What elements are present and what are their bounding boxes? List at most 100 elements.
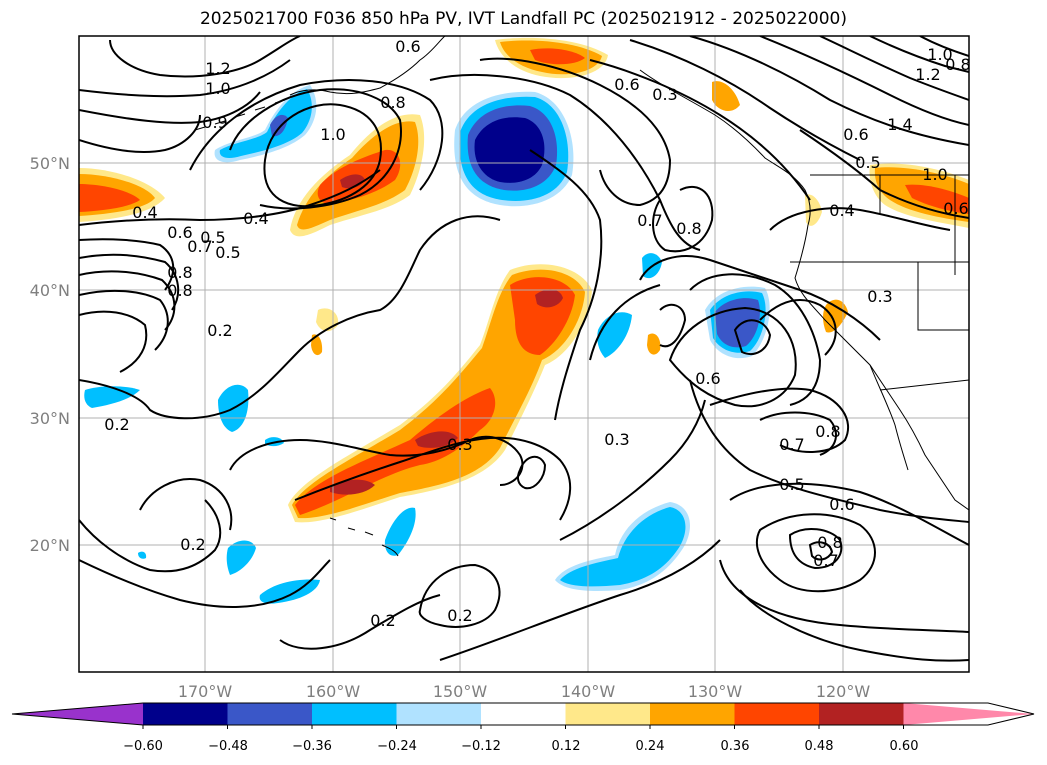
colorbar-segment: [481, 703, 567, 725]
contour-45: [689, 379, 969, 523]
contour-37: [639, 255, 881, 341]
contour-32: [819, 36, 969, 101]
lon-tick-label: 130°W: [688, 682, 743, 701]
contour-51: [739, 589, 969, 662]
colorbar-label: −0.36: [292, 739, 332, 754]
colorbar-segment: [565, 703, 651, 725]
contour-44: [759, 411, 837, 456]
contour-42: [689, 273, 822, 406]
contour-43: [709, 387, 850, 453]
lon-tick-label: 120°W: [816, 682, 871, 701]
contour-41: [733, 319, 772, 355]
contour-49: [729, 482, 969, 546]
colorbar-segment: [396, 703, 482, 725]
contour-label: 0.6: [167, 223, 192, 242]
contour-label: 1.0: [320, 125, 345, 144]
contour-4: [79, 114, 201, 153]
contour-20: [279, 594, 441, 650]
pv-fill-neg-se-cyan: [560, 507, 686, 587]
lon-tick-label: 170°W: [178, 682, 233, 701]
contour-40: [668, 306, 797, 408]
contour-6: [229, 88, 402, 210]
positive-pv-regions: [79, 37, 969, 523]
contour-label: 0.2: [370, 611, 395, 630]
contour-label: 0.5: [215, 243, 240, 262]
lat-tick-labels: 50°N 40°N 30°N 20°N: [30, 154, 70, 555]
contour-18: [139, 478, 233, 531]
contour-30: [689, 36, 969, 146]
contour-label: 0.6: [695, 369, 720, 388]
lon-tick-label: 140°W: [561, 682, 616, 701]
colorbar-label: 0.24: [636, 739, 665, 754]
border-states: [790, 175, 969, 331]
contour-label: 0.5: [779, 475, 804, 494]
pv-fill-neg-mid-5: [226, 540, 256, 575]
contour-48: [808, 541, 834, 561]
colorbar-segment: [312, 703, 398, 725]
contour-31: [759, 36, 969, 126]
contour-label: 0.6: [843, 125, 868, 144]
lon-tick-label: 150°W: [433, 682, 488, 701]
contour-label: 1.0: [922, 165, 947, 184]
colorbar-label: −0.24: [377, 739, 417, 754]
pv-fill-small-6: [647, 333, 661, 355]
contour-25: [479, 57, 672, 207]
contour-label: 0.2: [104, 415, 129, 434]
contour-label: 0.3: [447, 435, 472, 454]
contour-label: 0.8: [815, 422, 840, 441]
contour-33: [869, 36, 969, 73]
contour-22: [439, 539, 721, 661]
contour-38: [589, 284, 661, 361]
pv-fill-band-orange: [292, 269, 585, 519]
lon-tick-label: 160°W: [306, 682, 361, 701]
colorbar-labels: −0.60 −0.48 −0.36 −0.24 −0.12 0.12 0.24 …: [123, 739, 918, 754]
coastline-baja: [869, 364, 909, 471]
contour-12: [79, 289, 169, 351]
contour-1: [109, 36, 301, 78]
contour-10: [79, 253, 180, 311]
pv-fill-neg-mid-4: [84, 386, 140, 408]
contour-7: [189, 79, 444, 191]
contour-label: 0.7: [637, 211, 662, 230]
contour-21: [418, 563, 501, 628]
colorbar: −0.60 −0.48 −0.36 −0.24 −0.12 0.12 0.24 …: [11, 702, 1035, 754]
colorbar-label: −0.48: [208, 739, 248, 754]
pv-fill-neg-mid-7: [384, 507, 416, 556]
contour-53: [759, 299, 837, 356]
contour-3: [79, 91, 261, 124]
lat-tick-label: 30°N: [30, 409, 70, 428]
coastline-hawaii: [329, 517, 399, 557]
colorbar-extend-low: [12, 703, 143, 725]
contour-17: [79, 499, 222, 573]
colorbar-label: −0.60: [123, 739, 163, 754]
colorbar-segment: [227, 703, 313, 725]
pv-fill-top-red: [530, 48, 585, 65]
contour-label: 0.4: [243, 209, 268, 228]
colorbar-outline: [11, 702, 1035, 726]
contour-label: 0.7: [779, 435, 804, 454]
contour-24: [529, 149, 603, 421]
coastline-aleutians: [194, 99, 286, 131]
contour-35: [799, 129, 969, 219]
colorbar-label: −0.12: [461, 739, 501, 754]
contour-14: [79, 215, 501, 420]
contour-39: [659, 303, 687, 348]
contour-label: 0.4: [132, 203, 157, 222]
contour-label: 0.9: [202, 113, 227, 132]
contour-label: 0.6: [395, 37, 420, 56]
contour-26: [429, 74, 701, 251]
contour-29: [629, 39, 861, 161]
contour-23: [516, 455, 547, 490]
lat-tick-label: 50°N: [30, 154, 70, 173]
colorbar-segment: [143, 703, 229, 725]
map-frame: [78, 35, 970, 673]
contour-label: 0.8: [167, 263, 192, 282]
colorbar-segment: [734, 703, 820, 725]
contour-36: [769, 207, 951, 231]
contour-label: 0.6: [614, 75, 639, 94]
colorbar-label: 0.48: [805, 739, 834, 754]
contour-label: 0.3: [604, 430, 629, 449]
contour-label: 0.2: [207, 321, 232, 340]
map-area: 1.2 1.0 0.9 1.0 0.8 0.6 0.4 0.6 0.7 0.5 …: [79, 36, 969, 672]
contour-15: [229, 435, 524, 486]
